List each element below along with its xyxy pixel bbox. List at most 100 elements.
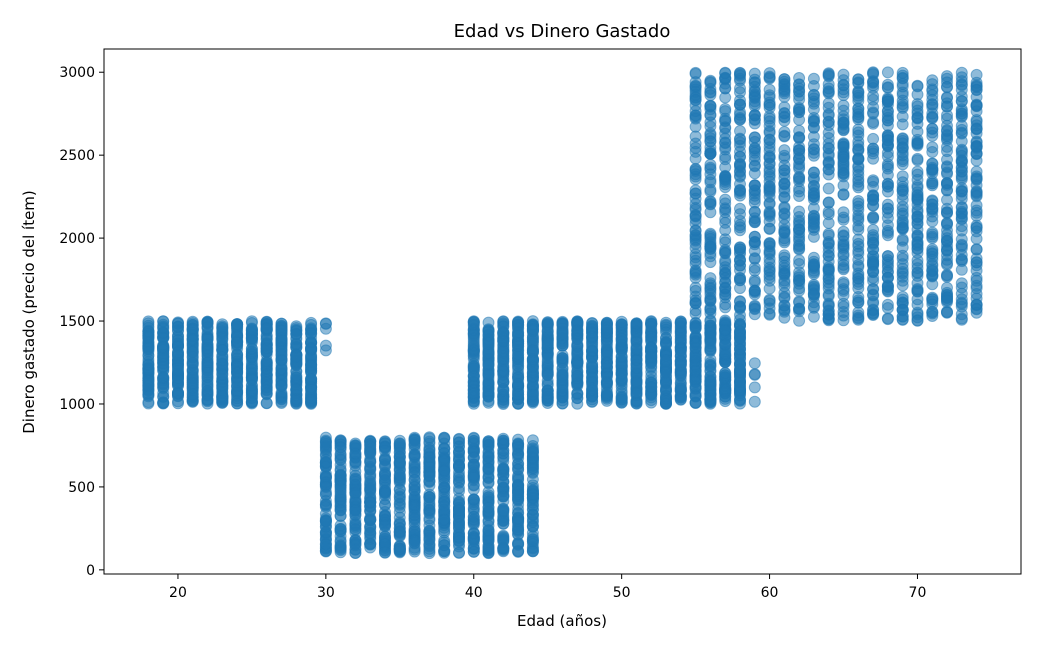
data-point xyxy=(734,68,746,81)
data-point xyxy=(689,351,702,364)
data-point xyxy=(837,153,850,166)
data-point xyxy=(556,327,569,340)
data-point xyxy=(379,474,391,486)
data-point xyxy=(186,388,199,401)
data-point xyxy=(305,326,318,339)
data-point xyxy=(467,493,480,506)
data-point xyxy=(807,278,820,291)
data-point xyxy=(275,324,288,336)
data-point xyxy=(837,99,850,112)
data-point xyxy=(689,120,702,133)
data-point xyxy=(467,532,480,545)
data-point xyxy=(955,213,968,226)
data-point xyxy=(453,433,465,446)
data-point xyxy=(852,291,865,303)
data-point xyxy=(423,451,436,464)
data-point xyxy=(423,545,436,558)
data-point xyxy=(512,377,525,390)
data-point xyxy=(571,326,584,339)
data-point xyxy=(319,317,332,330)
data-point xyxy=(719,115,732,127)
data-point xyxy=(704,303,717,316)
data-point xyxy=(482,501,495,514)
x-tick-label: 20 xyxy=(169,585,187,601)
data-point xyxy=(734,243,746,256)
data-point xyxy=(689,192,702,205)
data-point xyxy=(482,439,495,452)
data-point xyxy=(482,524,495,537)
data-point xyxy=(955,66,968,79)
data-point xyxy=(319,344,332,357)
data-point xyxy=(867,142,880,155)
data-point xyxy=(822,263,835,276)
data-point xyxy=(186,333,199,346)
data-point xyxy=(526,434,539,447)
data-point xyxy=(630,343,643,356)
data-point xyxy=(630,361,643,374)
data-point xyxy=(157,397,170,410)
data-point xyxy=(482,543,495,556)
data-point xyxy=(867,132,880,145)
data-point xyxy=(423,431,436,444)
data-point xyxy=(734,282,746,295)
data-point xyxy=(349,469,362,482)
data-point xyxy=(674,382,687,395)
data-point xyxy=(911,246,924,259)
data-point xyxy=(941,119,953,132)
data-point xyxy=(970,232,983,245)
data-point xyxy=(142,358,155,371)
data-point xyxy=(334,490,347,503)
data-point xyxy=(748,142,761,155)
data-point xyxy=(748,264,761,277)
data-point xyxy=(734,376,746,388)
data-point xyxy=(719,348,732,361)
data-point xyxy=(807,138,820,151)
data-point xyxy=(704,109,717,122)
data-point xyxy=(867,116,880,129)
data-point xyxy=(926,245,939,258)
data-point xyxy=(970,299,983,312)
data-point xyxy=(763,99,776,111)
data-point xyxy=(526,360,539,373)
data-point xyxy=(955,313,968,326)
data-point xyxy=(896,66,909,79)
data-point xyxy=(896,262,909,275)
x-tick-label: 40 xyxy=(465,585,483,601)
data-point xyxy=(748,179,761,192)
data-point xyxy=(955,240,968,252)
data-point xyxy=(305,383,318,396)
data-point xyxy=(926,226,939,239)
data-point xyxy=(911,152,924,165)
data-point xyxy=(260,356,273,369)
data-point xyxy=(630,397,643,410)
data-point xyxy=(896,158,909,171)
data-point xyxy=(793,226,806,239)
data-point xyxy=(704,135,717,148)
data-point xyxy=(734,145,746,158)
data-point xyxy=(941,100,953,113)
data-point xyxy=(778,292,791,305)
data-point xyxy=(497,517,510,530)
data-point xyxy=(216,351,229,364)
data-point xyxy=(837,68,850,81)
data-point xyxy=(142,319,155,332)
data-point xyxy=(719,203,732,216)
data-point xyxy=(142,379,155,392)
data-point xyxy=(704,240,717,253)
data-point xyxy=(837,229,850,242)
data-point xyxy=(674,367,687,379)
data-point xyxy=(748,308,761,321)
data-point xyxy=(926,107,939,120)
data-point xyxy=(941,206,953,219)
data-point xyxy=(157,321,170,334)
data-point xyxy=(822,196,835,209)
data-point xyxy=(393,543,406,556)
data-point xyxy=(319,456,332,468)
data-point xyxy=(497,463,510,476)
data-point xyxy=(719,224,732,237)
data-point xyxy=(734,363,746,376)
data-point xyxy=(822,250,835,262)
data-point xyxy=(245,334,258,347)
data-point xyxy=(260,386,273,399)
data-point xyxy=(438,481,451,494)
